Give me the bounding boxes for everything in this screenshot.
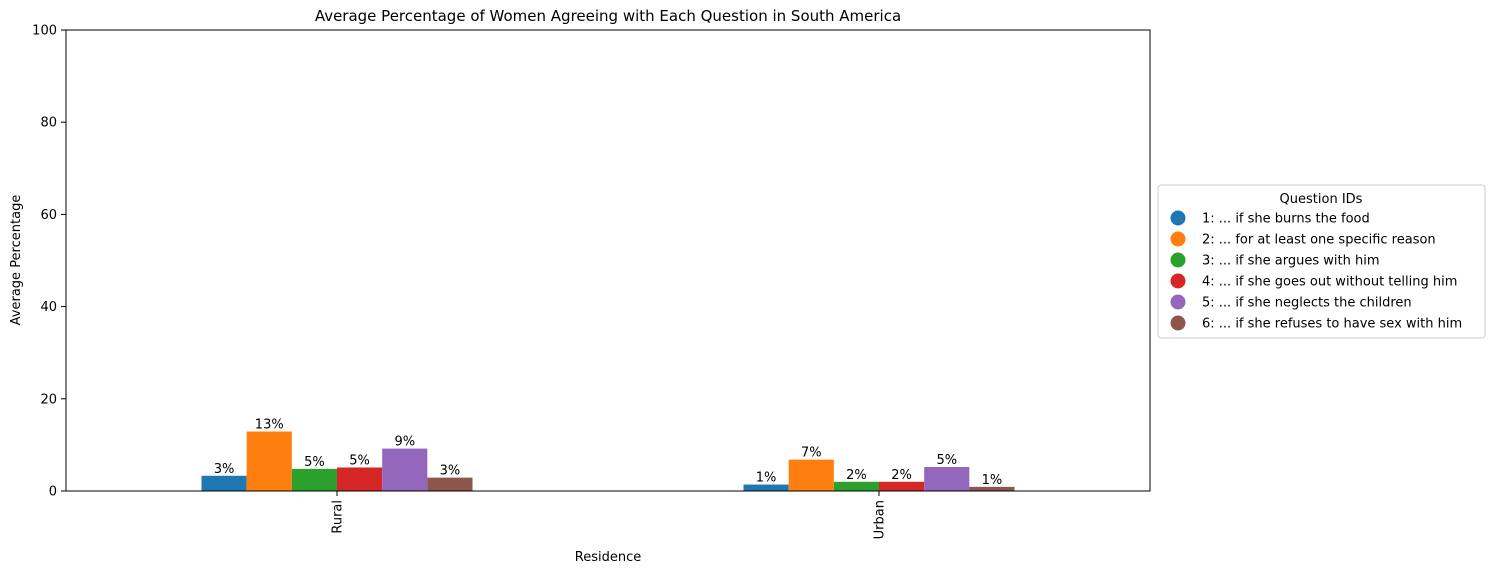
bar	[246, 431, 292, 491]
chart-title: Average Percentage of Women Agreeing wit…	[315, 7, 901, 25]
y-axis-label: Average Percentage	[9, 195, 24, 326]
bar-value-label: 5%	[936, 453, 957, 468]
y-tick-label: 80	[40, 116, 57, 131]
legend-items: 1: ... if she burns the food 2: ... for a…	[1170, 210, 1462, 332]
legend-label: 2: ... for at least one specific reason	[1202, 233, 1436, 248]
bar	[743, 484, 789, 491]
bar-value-label: 2%	[846, 468, 867, 483]
x-tick-label: Urban	[873, 500, 888, 539]
bar	[337, 467, 383, 491]
legend-marker	[1170, 231, 1186, 247]
bar	[969, 486, 1015, 491]
y-tick-label: 60	[40, 208, 57, 223]
bar-value-label: 5%	[304, 455, 325, 470]
legend-marker	[1170, 252, 1186, 268]
bar-value-label: 1%	[756, 471, 777, 486]
bar	[924, 467, 970, 491]
legend-marker	[1170, 294, 1186, 310]
x-axis-label: Residence	[575, 550, 641, 565]
legend-title: Question IDs	[1280, 192, 1363, 207]
bar-value-label: 3%	[440, 464, 461, 479]
bar-value-label: 5%	[349, 453, 370, 468]
legend-label: 5: ... if she neglects the children	[1202, 296, 1412, 311]
legend-marker	[1170, 273, 1186, 289]
y-tick-label: 40	[40, 300, 57, 315]
legend-box	[1157, 184, 1486, 339]
bars-layer: 3% 13% 5% 5% 9% 3% 1% 7% 2% 2% 5% 1%	[201, 418, 1015, 491]
bar	[879, 481, 925, 491]
bar	[427, 477, 473, 491]
y-tick-label: 20	[40, 392, 57, 407]
legend-label: 1: ... if she burns the food	[1202, 212, 1370, 227]
legend-marker	[1170, 210, 1186, 226]
bar	[788, 459, 834, 491]
bar	[833, 481, 879, 491]
plot-frame	[65, 29, 1151, 492]
x-tick-label: Rural	[331, 500, 346, 534]
legend-label: 6: ... if she refuses to have sex with h…	[1202, 317, 1462, 332]
bar-value-label: 9%	[394, 435, 415, 450]
bar-value-label: 7%	[801, 446, 822, 461]
bar	[201, 475, 247, 491]
bar-value-label: 2%	[891, 468, 912, 483]
y-tick-label: 0	[49, 485, 57, 500]
legend-label: 4: ... if she goes out without telling h…	[1202, 275, 1457, 290]
bar	[291, 468, 337, 491]
bar-value-label: 1%	[982, 473, 1003, 488]
bar-value-label: 3%	[214, 462, 235, 477]
bar-value-label: 13%	[255, 418, 284, 433]
x-axis: Rural Urban	[331, 491, 888, 539]
y-tick-label: 100	[32, 24, 57, 39]
bar	[382, 448, 428, 491]
y-axis: 0 20 40 60 80 100	[32, 24, 66, 500]
legend-marker	[1170, 315, 1186, 331]
legend-label: 3: ... if she argues with him	[1202, 254, 1379, 269]
legend: Question IDs 1: ... if she burns the foo…	[1157, 184, 1486, 339]
